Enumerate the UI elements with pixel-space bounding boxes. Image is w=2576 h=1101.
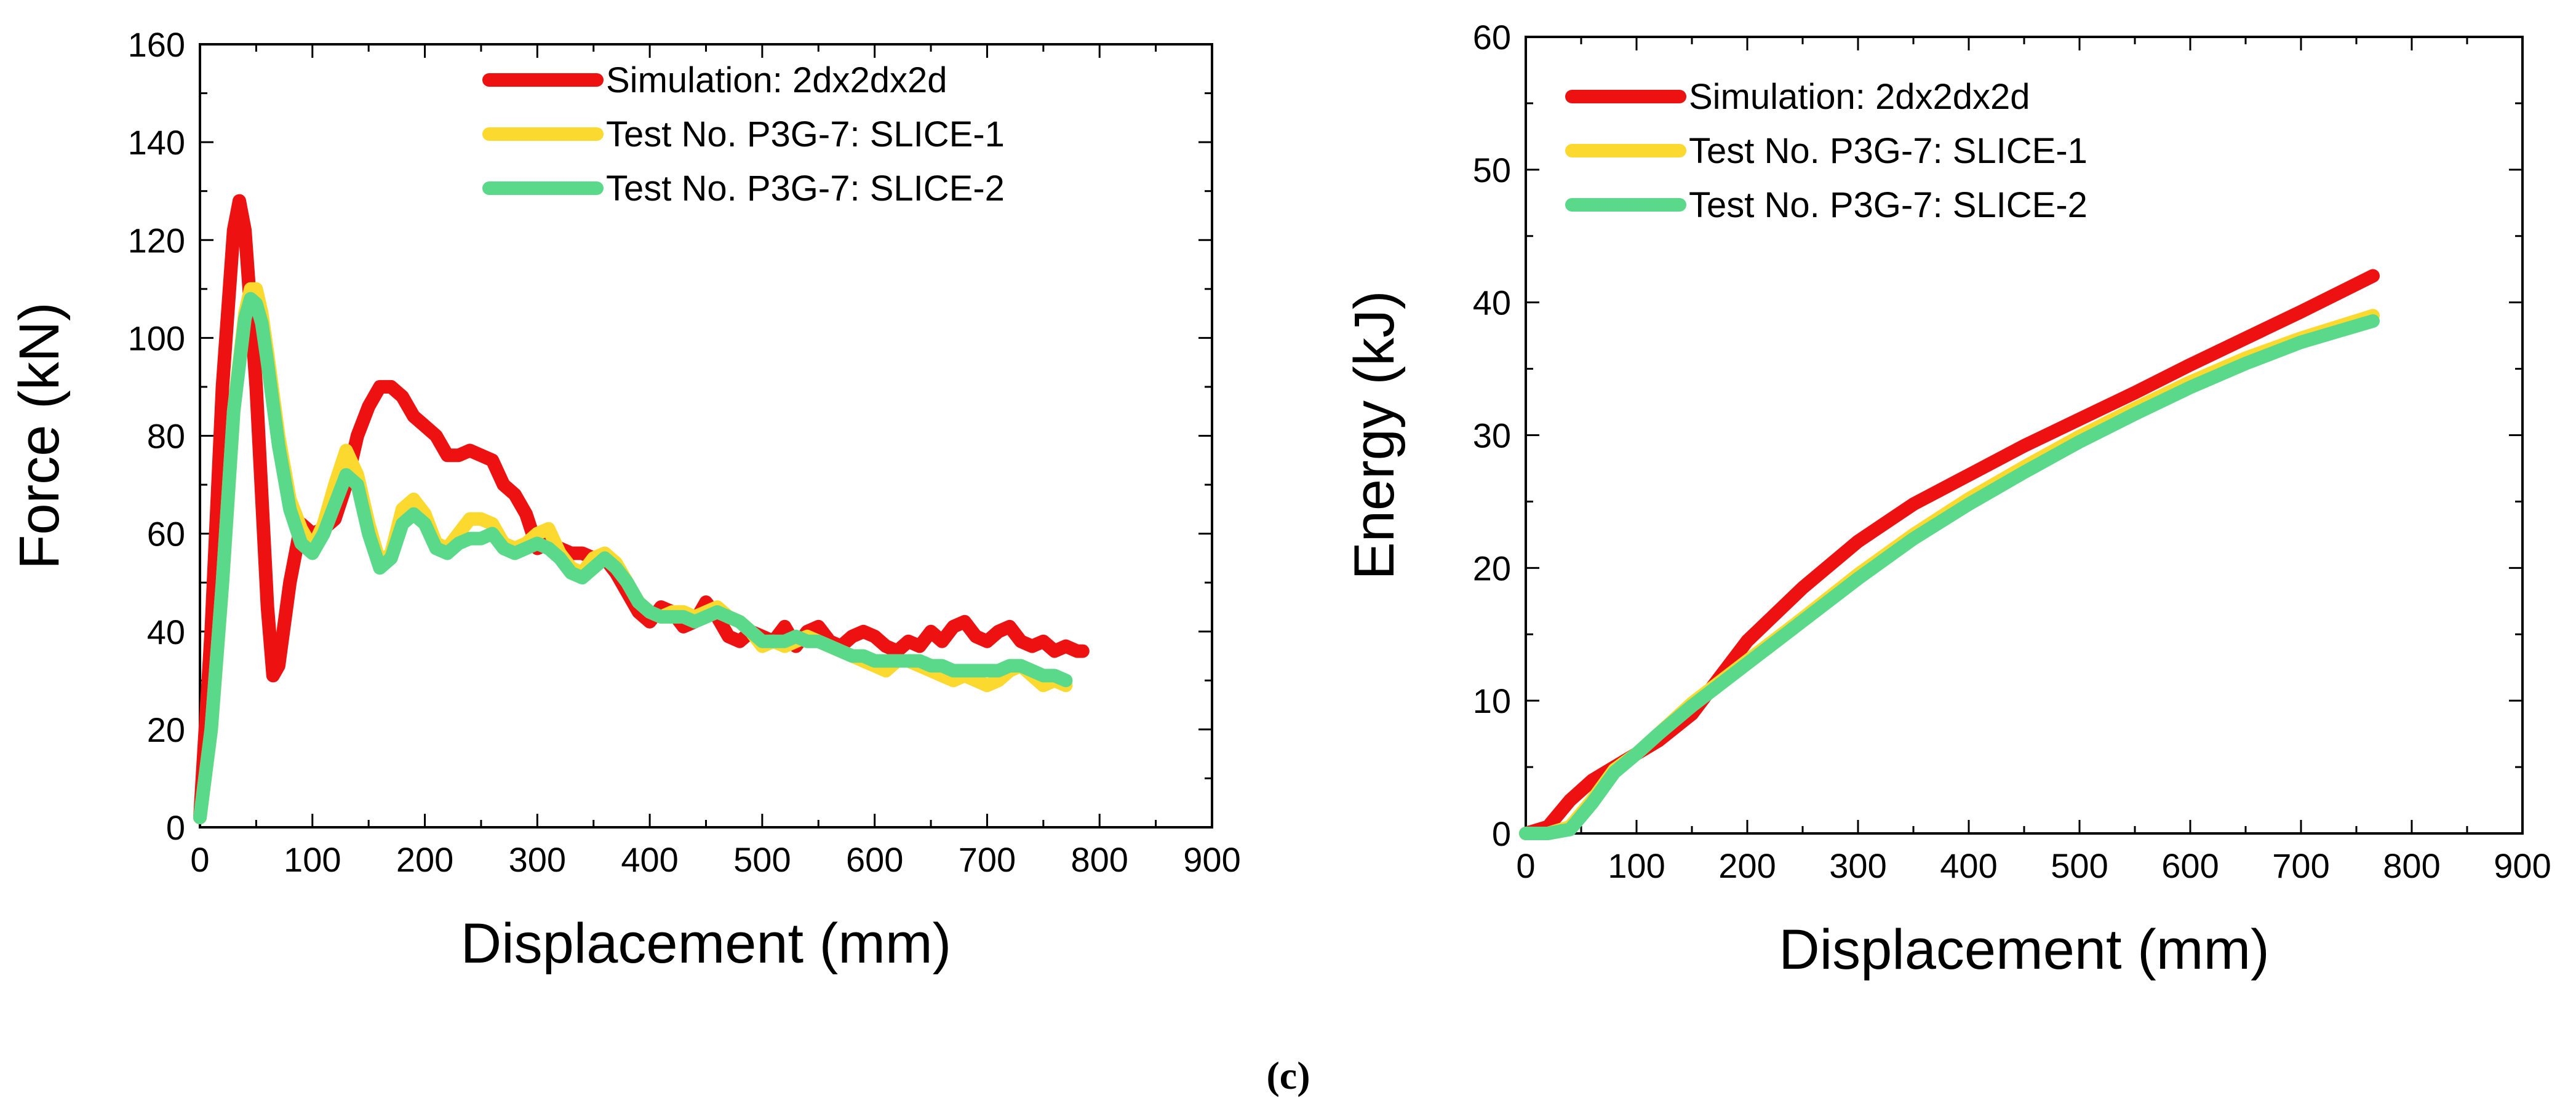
y-tick-label: 40 bbox=[1473, 284, 1511, 322]
x-tick-label: 300 bbox=[1829, 846, 1886, 885]
x-tick-label: 600 bbox=[846, 840, 903, 879]
y-tick-label: 10 bbox=[1473, 682, 1511, 720]
legend-label-1: Simulation: 2dx2dx2d bbox=[1689, 77, 2030, 117]
x-tick-label: 900 bbox=[2494, 846, 2551, 885]
y-tick-label: 100 bbox=[128, 319, 185, 357]
y-tick-label: 20 bbox=[1473, 549, 1511, 587]
y-tick-label: 30 bbox=[1473, 416, 1511, 455]
series-line-2 bbox=[193, 282, 1073, 825]
y-tick-label: 60 bbox=[1473, 18, 1511, 57]
y-tick-label: 20 bbox=[147, 710, 185, 749]
x-tick-label: 500 bbox=[2051, 846, 2108, 885]
figure-caption: (c) bbox=[1266, 1054, 1310, 1097]
y-axis-label: Energy (kJ) bbox=[1343, 290, 1406, 579]
x-axis-label: Displacement (mm) bbox=[1779, 918, 2269, 981]
y-tick-label: 0 bbox=[166, 808, 185, 847]
x-tick-label: 600 bbox=[2161, 846, 2219, 885]
series-line-3 bbox=[1519, 314, 2380, 840]
x-tick-label: 200 bbox=[1718, 846, 1776, 885]
x-tick-label: 300 bbox=[509, 840, 566, 879]
y-tick-label: 50 bbox=[1473, 151, 1511, 189]
x-axis-label: Displacement (mm) bbox=[461, 912, 951, 975]
x-tick-label: 400 bbox=[621, 840, 678, 879]
x-tick-label: 100 bbox=[1608, 846, 1665, 885]
y-tick-label: 80 bbox=[147, 417, 185, 456]
legend-label-1: Simulation: 2dx2dx2d bbox=[606, 60, 947, 100]
y-tick-label: 160 bbox=[128, 25, 185, 64]
x-tick-label: 700 bbox=[959, 840, 1016, 879]
series-line-1 bbox=[1519, 269, 2380, 840]
y-tick-label: 120 bbox=[128, 221, 185, 260]
x-tick-label: 200 bbox=[396, 840, 453, 879]
energy-chart: 0 100 200 300 400 500 600 700 800 900 0 10 20 30 40 50 6… bbox=[1343, 18, 2551, 981]
y-tick-label: 140 bbox=[128, 123, 185, 162]
x-tick-label: 100 bbox=[284, 840, 341, 879]
legend-label-3: Test No. P3G-7: SLICE-2 bbox=[606, 169, 1005, 209]
x-tick-label: 800 bbox=[2383, 846, 2440, 885]
x-tick-label: 500 bbox=[733, 840, 791, 879]
y-axis-label: Force (kN) bbox=[8, 302, 71, 569]
series-line-3 bbox=[193, 292, 1073, 825]
legend-label-2: Test No. P3G-7: SLICE-1 bbox=[1689, 131, 2088, 171]
y-tick-label: 60 bbox=[147, 515, 185, 554]
y-tick-label: 0 bbox=[1492, 814, 1511, 853]
x-tick-label: 0 bbox=[190, 840, 209, 879]
x-tick-label: 800 bbox=[1071, 840, 1128, 879]
legend-label-2: Test No. P3G-7: SLICE-1 bbox=[606, 114, 1005, 154]
x-tick-label: 0 bbox=[1516, 846, 1535, 885]
legend-label-3: Test No. P3G-7: SLICE-2 bbox=[1689, 185, 2088, 225]
force-chart: 0 100 200 300 400 500 600 700 800 900 0 20 40 60 80 100… bbox=[8, 25, 1241, 975]
y-tick-label: 40 bbox=[147, 613, 185, 651]
x-tick-label: 700 bbox=[2272, 846, 2329, 885]
x-tick-label: 900 bbox=[1183, 840, 1240, 879]
x-tick-label: 400 bbox=[1940, 846, 1997, 885]
series-line-2 bbox=[1519, 309, 2380, 840]
